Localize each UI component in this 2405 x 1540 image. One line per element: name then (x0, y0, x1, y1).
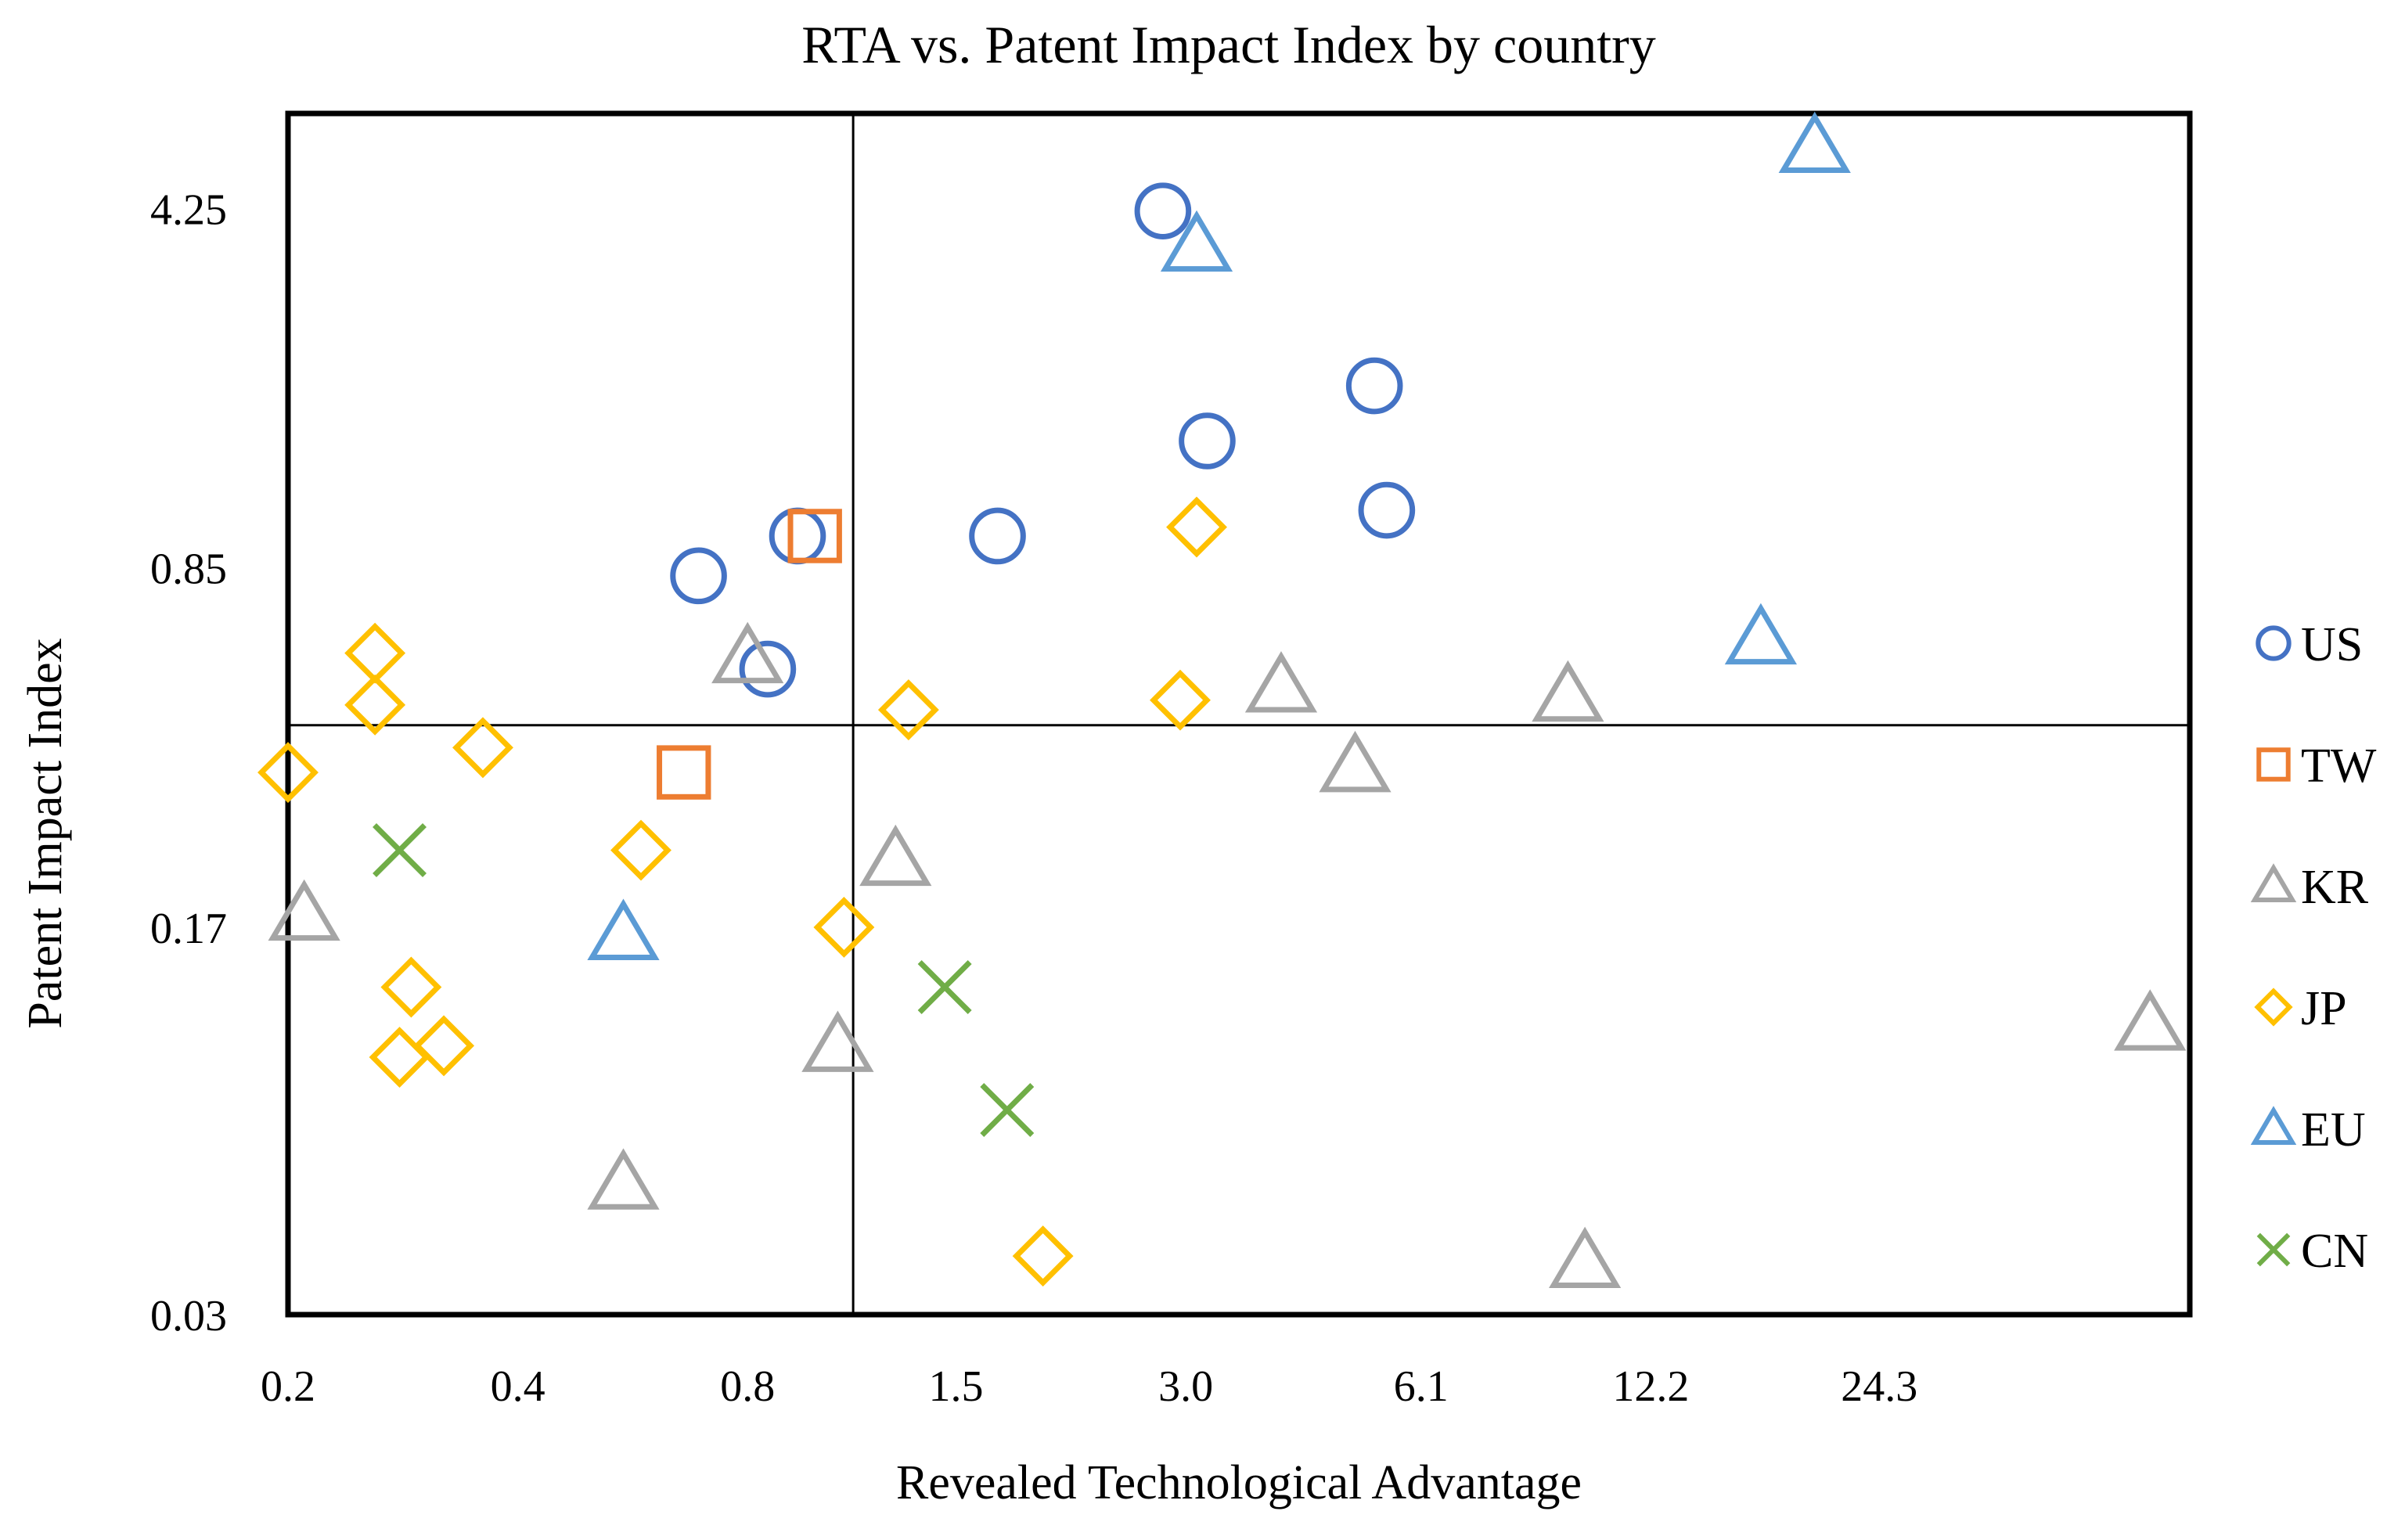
x-tick-label: 6.1 (1394, 1362, 1449, 1411)
data-point-us (969, 507, 1026, 565)
legend-label-kr: KR (2301, 861, 2369, 914)
data-point-us (670, 547, 727, 605)
y-tick-label: 0.17 (150, 905, 227, 953)
chart-title: RTA vs. Patent Impact Index by country (801, 15, 1656, 74)
data-point-jp (344, 622, 406, 684)
data-point-us (769, 507, 826, 565)
x-axis-tick-labels: 0.2 0.4 0.8 1.5 3.0 6.1 12.2 24.3 (261, 1362, 1917, 1411)
data-point-jp (877, 679, 939, 741)
data-point-jp (257, 742, 319, 804)
legend-marker-us (2256, 625, 2292, 661)
x-tick-label: 0.2 (261, 1362, 315, 1411)
data-point-kr (2114, 989, 2187, 1051)
data-point-kr (801, 1010, 874, 1072)
y-tick-label: 0.03 (150, 1292, 227, 1340)
data-point-jp (369, 1027, 430, 1088)
y-tick-label: 4.25 (150, 185, 227, 234)
data-point-kr (587, 1148, 660, 1210)
data-point-us (1345, 357, 1403, 415)
data-point-kr (1319, 730, 1392, 793)
data-point-jp (380, 956, 442, 1018)
legend-label-tw: TW (2301, 739, 2377, 793)
x-tick-label: 3.0 (1158, 1362, 1213, 1411)
data-points (257, 111, 2187, 1289)
data-point-us (1358, 481, 1416, 539)
data-point-jp (1012, 1225, 1074, 1287)
x-tick-label: 24.3 (1841, 1362, 1917, 1411)
data-point-eu (1778, 111, 1851, 174)
data-point-jp (813, 896, 875, 958)
legend-label-jp: JP (2301, 982, 2347, 1035)
y-tick-label: 0.85 (150, 545, 227, 594)
data-point-eu (1160, 210, 1233, 272)
x-tick-label: 0.8 (720, 1362, 775, 1411)
data-point-jp (610, 819, 671, 881)
data-point-tw (787, 509, 842, 563)
data-point-jp (1166, 496, 1227, 558)
marker-stroke (980, 1083, 1035, 1137)
legend-marker-jp (2254, 988, 2293, 1027)
data-point-us (1179, 412, 1236, 470)
data-point-tw (657, 745, 711, 800)
marker-stroke (917, 960, 972, 1014)
data-point-kr (1532, 660, 1604, 722)
legend-marker-cn (2256, 1232, 2291, 1267)
data-point-cn (917, 960, 972, 1014)
x-tick-label: 1.5 (929, 1362, 984, 1411)
legend-marker-eu (2250, 1106, 2297, 1145)
data-point-jp (1150, 669, 1211, 731)
data-point-us (739, 640, 797, 698)
data-point-jp (344, 674, 406, 736)
legend-label-cn: CN (2301, 1225, 2368, 1278)
legend-label-us: US (2301, 618, 2363, 671)
reference-lines (288, 113, 2190, 1315)
data-point-us (1134, 182, 1192, 239)
plot-area (285, 110, 2193, 1318)
legend-marker-tw (2256, 747, 2291, 782)
data-point-kr (711, 621, 784, 684)
legend: US TW KR JP EU CN (2250, 618, 2377, 1278)
y-axis-tick-labels: 0.03 0.17 0.85 4.25 (150, 185, 227, 1340)
data-point-kr (1549, 1226, 1622, 1289)
legend-marker-kr (2250, 863, 2297, 902)
y-axis-label: Patent Impact Index (19, 638, 72, 1028)
marker-stroke (373, 823, 427, 877)
data-point-eu (587, 898, 660, 960)
x-tick-label: 0.4 (491, 1362, 545, 1411)
data-point-jp (413, 1015, 475, 1077)
legend-label-eu: EU (2301, 1103, 2366, 1157)
data-point-kr (859, 824, 932, 887)
data-point-jp (452, 717, 513, 779)
data-point-eu (1724, 603, 1798, 665)
marker-stroke (2256, 1232, 2291, 1267)
data-point-cn (980, 1083, 1035, 1137)
x-axis-label: Revealed Technological Advantage (896, 1456, 1582, 1509)
data-point-kr (1244, 651, 1318, 713)
x-tick-label: 12.2 (1612, 1362, 1689, 1411)
data-point-cn (373, 823, 427, 877)
data-point-kr (268, 879, 340, 941)
